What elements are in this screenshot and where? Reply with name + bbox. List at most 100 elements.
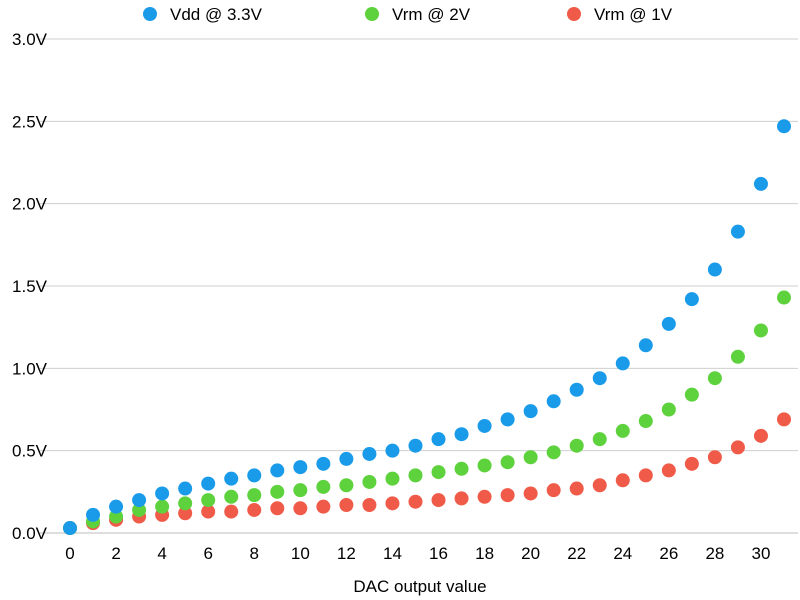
data-point	[316, 479, 331, 494]
data-point	[132, 502, 147, 517]
data-point	[569, 382, 584, 397]
data-point	[362, 474, 377, 489]
data-point	[224, 471, 239, 486]
series-points	[63, 412, 791, 536]
data-points	[63, 119, 791, 536]
data-point	[362, 498, 377, 513]
data-point	[454, 427, 469, 442]
data-point	[454, 461, 469, 476]
legend-label: Vrm @ 2V	[392, 5, 471, 24]
data-point	[385, 443, 400, 458]
data-point	[500, 412, 515, 427]
data-point	[638, 468, 653, 483]
data-point	[592, 478, 607, 493]
data-point	[661, 316, 676, 331]
data-point	[201, 493, 216, 508]
data-point	[707, 371, 722, 386]
data-point	[155, 486, 170, 501]
x-axis-ticks: 0 2 4 6 8 10 12 14 16 18 20 22 24 26 28 30	[65, 544, 770, 563]
data-point	[684, 456, 699, 471]
data-point	[615, 473, 630, 488]
data-point	[730, 349, 745, 364]
data-point	[500, 455, 515, 470]
data-point	[615, 356, 630, 371]
data-point	[753, 176, 768, 191]
data-point	[477, 489, 492, 504]
y-tick-label: 1.0V	[12, 359, 48, 378]
x-tick-label: 22	[567, 544, 586, 563]
data-point	[777, 290, 791, 305]
data-point	[408, 468, 423, 483]
data-point	[224, 504, 239, 519]
data-point	[270, 484, 285, 499]
data-point	[523, 404, 538, 419]
data-point	[684, 292, 699, 307]
x-axis-title: DAC output value	[353, 577, 486, 596]
data-point	[293, 460, 308, 475]
x-tick-label: 2	[111, 544, 120, 563]
y-tick-label: 0.5V	[12, 442, 48, 461]
data-point	[109, 499, 124, 514]
data-point	[523, 450, 538, 465]
legend-item: Vrm @ 1V	[567, 5, 673, 24]
series-points	[63, 290, 791, 536]
data-point	[730, 440, 745, 455]
legend-item: Vrm @ 2V	[365, 5, 471, 24]
data-point	[316, 456, 331, 471]
data-point	[109, 509, 124, 524]
data-point	[569, 438, 584, 453]
data-point	[753, 428, 768, 443]
x-tick-label: 8	[250, 544, 259, 563]
y-tick-label: 2.0V	[12, 195, 48, 214]
x-tick-label: 0	[65, 544, 74, 563]
data-point	[247, 468, 262, 483]
data-point	[270, 463, 285, 478]
legend-marker	[365, 7, 379, 21]
data-point	[500, 488, 515, 503]
data-point	[178, 481, 193, 496]
gridlines	[40, 38, 798, 534]
y-tick-label: 2.5V	[12, 112, 48, 131]
data-point	[247, 488, 262, 503]
x-tick-label: 18	[475, 544, 494, 563]
legend-item: Vdd @ 3.3V	[143, 5, 263, 24]
y-tick-label: 1.5V	[12, 277, 48, 296]
data-point	[454, 491, 469, 506]
data-point	[385, 471, 400, 486]
data-point	[546, 483, 561, 498]
data-point	[270, 501, 285, 516]
y-tick-label: 3.0V	[12, 30, 48, 49]
data-point	[201, 504, 216, 519]
data-point	[155, 499, 170, 514]
data-point	[178, 496, 193, 511]
data-point	[707, 450, 722, 465]
data-point	[730, 224, 745, 239]
data-point	[777, 412, 791, 427]
legend-marker	[567, 7, 581, 21]
x-tick-label: 16	[429, 544, 448, 563]
data-point	[247, 502, 262, 517]
y-axis-ticks: 0.0V 0.5V 1.0V 1.5V 2.0V 2.5V 3.0V	[12, 30, 48, 543]
data-point	[777, 119, 791, 134]
data-point	[293, 501, 308, 516]
data-point	[408, 494, 423, 509]
x-tick-label: 20	[521, 544, 540, 563]
x-tick-label: 28	[705, 544, 724, 563]
data-point	[477, 458, 492, 473]
data-point	[661, 463, 676, 478]
data-point	[753, 323, 768, 338]
data-point	[316, 499, 331, 514]
data-point	[362, 446, 377, 461]
data-point	[132, 493, 147, 508]
x-tick-label: 14	[383, 544, 402, 563]
x-tick-label: 6	[203, 544, 212, 563]
data-point	[477, 418, 492, 433]
y-tick-label: 0.0V	[12, 524, 48, 543]
data-point	[339, 478, 354, 493]
data-point	[201, 476, 216, 491]
data-point	[408, 438, 423, 453]
data-point	[86, 507, 101, 522]
data-point	[293, 483, 308, 498]
data-point	[178, 506, 193, 521]
